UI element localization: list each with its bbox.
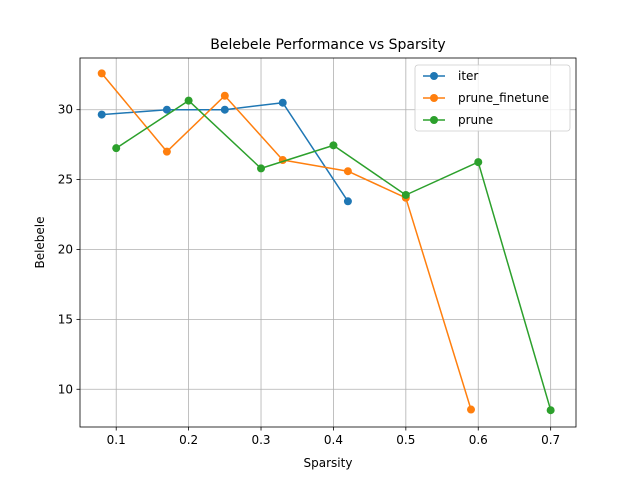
plot-frame (79, 57, 577, 428)
data-point (467, 405, 476, 414)
x-tick-label: 0.6 (469, 433, 488, 447)
legend-marker-iter (430, 72, 438, 80)
data-point (474, 158, 483, 167)
y-tick-label: 15 (58, 312, 73, 326)
data-point (162, 105, 171, 114)
legend-box (414, 64, 571, 132)
y-tick-label: 25 (58, 173, 73, 187)
x-tick-label: 0.4 (324, 433, 343, 447)
data-point (343, 167, 352, 176)
legend-label-prune-finetune: prune_finetune (458, 91, 549, 105)
x-axis-label: Sparsity (304, 456, 353, 470)
x-tick-label: 0.1 (107, 433, 126, 447)
data-point (401, 190, 410, 199)
data-point (343, 197, 352, 206)
x-tick-label: 0.5 (396, 433, 415, 447)
data-point (97, 69, 106, 78)
data-point (257, 164, 266, 173)
chart-title: Belebele Performance vs Sparsity (210, 37, 445, 53)
data-point (162, 147, 171, 156)
data-point (112, 144, 121, 153)
y-tick-label: 10 (58, 382, 73, 396)
data-point (184, 96, 193, 105)
x-tick-label: 0.7 (541, 433, 560, 447)
data-point (329, 141, 338, 150)
x-tick-label: 0.3 (251, 433, 270, 447)
series-iter (97, 98, 352, 206)
y-tick-label: 30 (58, 103, 73, 117)
legend-marker-prune-finetune (430, 94, 438, 102)
data-point (97, 110, 106, 119)
series-layer (97, 69, 555, 415)
y-tick-label: 20 (58, 242, 73, 256)
legend-label-prune: prune (458, 113, 493, 127)
y-axis-label: Belebele (33, 216, 47, 268)
data-point (278, 98, 287, 107)
legend-label-iter: iter (458, 69, 478, 83)
data-point (220, 105, 229, 114)
series-prune (112, 96, 555, 415)
data-point (220, 91, 229, 100)
legend-marker-prune (430, 116, 438, 124)
ticks-layer: 0.1 0.2 0.3 0.4 0.5 0.6 0.7 10 15 20 25 30 (58, 103, 560, 447)
data-point (546, 406, 555, 415)
x-tick-label: 0.2 (179, 433, 198, 447)
